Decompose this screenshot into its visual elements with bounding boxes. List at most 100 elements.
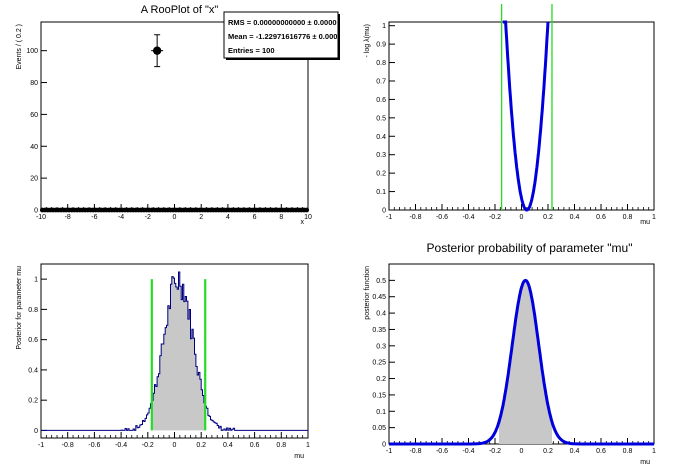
y-tick-label: 0.5 [376, 115, 386, 122]
stats-row: RMS = 0.00000000000 ± 0.000000 [228, 18, 345, 27]
x-tick-label: 0 [520, 214, 524, 221]
stats-row: Entries = 100 [228, 46, 275, 55]
stats-row: Mean = -1.22971616776 ± 0.0000 [228, 32, 342, 41]
y-tick-label: 0.3 [376, 343, 386, 350]
x-tick-label: -0.2 [489, 214, 501, 221]
y-tick-label: 20 [30, 176, 38, 183]
x-tick-label: -6 [91, 214, 97, 221]
x-tick-label: 0.6 [596, 448, 606, 455]
x-tick-label: 0.8 [623, 214, 633, 221]
y-tick-label: 0.7 [376, 78, 386, 85]
posterior-histogram [41, 271, 308, 431]
x-tick-label: -0.4 [115, 442, 127, 449]
y-tick-label: 0.1 [376, 189, 386, 196]
y-tick-label: 0.15 [372, 392, 386, 399]
y-tick-label: 0.5 [376, 278, 386, 285]
x-tick-label: 2 [199, 214, 203, 221]
x-tick-label: 0.2 [543, 448, 553, 455]
x-tick-label: -0.8 [62, 442, 74, 449]
credible-region-fill [151, 272, 206, 431]
chart-title: A RooPlot of "x" [141, 4, 219, 16]
x-tick-label: 0.4 [223, 442, 233, 449]
x-tick-label: 1 [652, 214, 656, 221]
y-tick-label: 0.6 [28, 337, 38, 344]
y-tick-label: 0 [34, 428, 38, 435]
y-axis-label: posterior function [364, 266, 371, 320]
x-tick-label: -1 [38, 442, 44, 449]
y-tick-label: 0.1 [376, 409, 386, 416]
y-tick-label: 0.4 [376, 134, 386, 141]
x-tick-label: 6 [253, 214, 257, 221]
x-tick-label: 0 [173, 214, 177, 221]
x-tick-label: 0.6 [250, 442, 260, 449]
x-tick-label: -4 [118, 214, 124, 221]
x-tick-label: 0.2 [543, 214, 553, 221]
x-tick-label: -0.6 [88, 442, 100, 449]
x-tick-label: -0.8 [409, 214, 421, 221]
plot-frame [388, 21, 655, 211]
y-axis-label: Posterior for parameter mu [16, 266, 23, 350]
y-tick-label: 0 [34, 208, 38, 215]
y-tick-label: 0.6 [376, 97, 386, 104]
x-tick-label: 0.4 [570, 448, 580, 455]
y-tick-label: 1 [34, 277, 38, 284]
y-tick-label: 0.3 [376, 152, 386, 159]
y-tick-label: 0.45 [372, 294, 386, 301]
x-tick-label: -0.8 [409, 448, 421, 455]
y-tick-label: 0.25 [372, 360, 386, 367]
x-tick-label: 10 [304, 214, 312, 221]
nll-curve [502, 20, 550, 212]
y-tick-label: 0.8 [376, 60, 386, 67]
y-tick-label: 0.2 [376, 171, 386, 178]
x-tick-label: -0.6 [436, 214, 448, 221]
x-tick-label: -1 [386, 448, 392, 455]
y-tick-label: 40 [30, 144, 38, 151]
x-tick-label: -0.2 [489, 448, 501, 455]
y-tick-label: 60 [30, 112, 38, 119]
y-tick-label: 0.4 [376, 311, 386, 318]
x-tick-label: -0.2 [142, 442, 154, 449]
x-tick-label: 1 [652, 448, 656, 455]
x-tick-label: -0.4 [462, 448, 474, 455]
y-tick-label: 0.4 [28, 367, 38, 374]
x-axis-label: mu [640, 459, 650, 466]
x-axis-label: x [301, 219, 305, 226]
stats-box [223, 11, 339, 59]
x-tick-label: 4 [226, 214, 230, 221]
x-tick-label: -10 [36, 214, 46, 221]
x-axis-label: mu [640, 219, 650, 226]
chart-title: Posterior probability of parameter "mu" [427, 241, 633, 255]
y-tick-label: 100 [26, 48, 38, 55]
x-tick-label: 0.6 [596, 214, 606, 221]
data-point-main [152, 46, 162, 55]
y-tick-label: 0 [382, 208, 386, 215]
x-tick-label: -1 [386, 214, 392, 221]
x-tick-label: -2 [145, 214, 151, 221]
x-tick-label: 0.8 [276, 442, 286, 449]
x-tick-label: 0 [173, 442, 177, 449]
x-tick-label: 0.2 [196, 442, 206, 449]
posterior-curve [389, 278, 654, 446]
credible-region-fill [498, 280, 552, 444]
x-tick-label: -0.4 [462, 214, 474, 221]
y-tick-label: 1 [382, 23, 386, 30]
y-tick-label: 0.05 [372, 425, 386, 432]
x-tick-label: 0.4 [570, 214, 580, 221]
y-tick-label: 0 [382, 442, 386, 449]
y-tick-label: 0.9 [376, 42, 386, 49]
x-tick-label: 8 [279, 214, 283, 221]
y-tick-label: 0.35 [372, 327, 386, 334]
y-tick-label: 0.8 [28, 307, 38, 314]
y-axis-label: - log λ(mu) [364, 24, 371, 57]
x-tick-label: 0.8 [623, 448, 633, 455]
y-axis-label: Events / ( 0.2 ) [16, 24, 23, 70]
x-tick-label: -8 [65, 214, 71, 221]
y-tick-label: 0.2 [28, 398, 38, 405]
x-tick-label: 1 [306, 442, 310, 449]
y-tick-label: 80 [30, 80, 38, 87]
x-tick-label: 0 [520, 448, 524, 455]
x-axis-label: mu [294, 453, 304, 460]
x-tick-label: -0.6 [436, 448, 448, 455]
